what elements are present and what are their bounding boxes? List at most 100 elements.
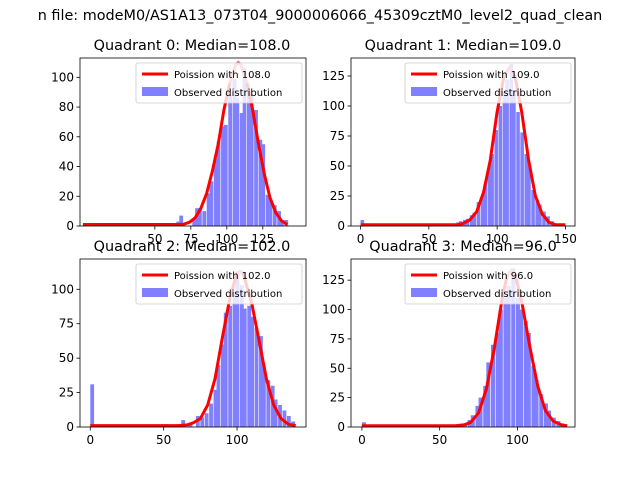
histogram-bar: [181, 420, 186, 427]
histogram-bar: [360, 220, 365, 226]
panel-2: 0 50 100 0 25 50 75 100 Poission with 102.0 Obser…: [51, 239, 307, 447]
histogram-bar: [247, 305, 252, 427]
axes-frame: [350, 57, 576, 227]
histogram-bar: [539, 394, 544, 427]
y-tick-label: 50: [330, 159, 345, 173]
y-tick-label: 40: [59, 160, 74, 174]
histogram-bar: [223, 312, 228, 427]
x-tick-label: 50: [156, 433, 171, 447]
histogram-bar: [282, 410, 287, 427]
histogram-bar: [472, 212, 477, 226]
x-tick-label: 75: [183, 232, 198, 246]
y-tick-label: 125: [322, 273, 345, 287]
histogram-bar: [209, 181, 214, 226]
y-tick-label: 80: [59, 100, 74, 114]
y-tick-label: 75: [59, 317, 74, 331]
axes-frame: [79, 258, 307, 428]
y-tick-label: 25: [330, 391, 345, 405]
x-tick-label: 0: [86, 433, 94, 447]
histogram-bar: [486, 362, 491, 427]
legend-label: Poission with 96.0: [443, 271, 533, 282]
legend: Poission with 108.0 Observed distribution: [135, 62, 303, 104]
histogram-bar: [235, 98, 240, 226]
y-tick-label: 100: [322, 303, 345, 317]
histogram-bar: [213, 389, 218, 427]
histogram-bar: [206, 193, 211, 226]
histogram-bar: [516, 112, 520, 226]
legend-box: [135, 263, 303, 305]
y-tick-label: 50: [59, 351, 74, 365]
y-tick-label: 0: [337, 420, 345, 434]
x-tick-label: 100: [486, 232, 509, 246]
histogram-bar: [502, 91, 507, 226]
panel-title: Quadrant 2: Median=102.0: [94, 239, 291, 255]
histogram-bar: [223, 124, 228, 226]
histogram-bar: [531, 365, 536, 427]
legend: Poission with 96.0 Observed distribution: [404, 263, 572, 305]
histogram-bar: [531, 190, 535, 226]
y-tick-label: 50: [330, 361, 345, 375]
legend: Poission with 109.0 Observed distribution: [404, 62, 572, 104]
panel-1: 0 50 100 150 0 25 50 75 100 125 Poission with 109.…: [322, 38, 577, 246]
histogram-bar: [272, 205, 277, 226]
histogram-bar: [523, 321, 528, 427]
x-tick-label: 0: [357, 232, 365, 246]
histogram-bar: [216, 365, 221, 427]
histogram-bar: [192, 220, 197, 226]
histogram-bar: [483, 385, 488, 427]
histogram-bar: [200, 417, 205, 427]
histogram-bar: [90, 384, 95, 427]
panel-3: 0 50 100 0 25 50 75 100 125 Poission with 96.0 Obs…: [322, 239, 576, 447]
histogram-bar: [242, 308, 247, 427]
y-tick-label: 60: [59, 130, 74, 144]
y-tick-label: 0: [337, 219, 345, 233]
legend-label: Observed distribution: [443, 289, 551, 300]
x-tick-label: 150: [554, 232, 577, 246]
legend-box: [404, 62, 572, 104]
legend-bar-swatch: [142, 288, 168, 297]
x-tick-label: 50: [421, 232, 436, 246]
histogram-bar: [495, 333, 500, 427]
histogram-bar: [494, 130, 498, 226]
histogram-bar: [266, 380, 271, 427]
histogram-bar: [261, 144, 266, 226]
y-tick-label: 0: [66, 219, 74, 233]
histogram-bar: [221, 126, 225, 226]
y-tick-label: 100: [51, 70, 74, 84]
y-tick-label: 25: [59, 386, 74, 400]
histogram-bar: [506, 286, 511, 427]
y-tick-label: 20: [59, 189, 74, 203]
y-tick-label: 125: [322, 69, 345, 83]
legend-label: Observed distribution: [443, 88, 551, 99]
histogram-bar: [228, 95, 233, 226]
x-tick-label: 50: [147, 232, 162, 246]
histogram-bar: [265, 194, 270, 226]
y-tick-label: 100: [51, 282, 74, 296]
histogram-bar: [179, 215, 184, 226]
histogram-bar: [505, 79, 509, 226]
x-tick-label: 100: [506, 433, 529, 447]
histogram-bar: [487, 166, 492, 226]
x-tick-label: 50: [432, 433, 447, 447]
histogram-bar: [250, 316, 255, 427]
histogram-bar: [512, 90, 516, 227]
histogram-bar: [511, 268, 516, 427]
histogram-bar: [547, 410, 552, 427]
histogram-bar: [480, 196, 485, 226]
histogram-bar: [543, 403, 548, 427]
legend-box: [404, 263, 572, 305]
histogram-bar: [198, 208, 202, 226]
histogram-bar: [498, 309, 503, 427]
histogram-bar: [254, 327, 259, 427]
legend-label: Observed distribution: [174, 88, 282, 99]
legend: Poission with 102.0 Observed distribution: [135, 263, 303, 305]
panel-0: 50 75 100 125 0 20 40 60 80 100 Poission with 108.…: [51, 38, 307, 246]
histogram-bar: [204, 413, 209, 427]
histogram-bar: [469, 215, 474, 226]
histogram-bar: [213, 159, 218, 226]
x-tick-label: 100: [215, 232, 238, 246]
histogram-bar: [209, 403, 213, 427]
y-tick-label: 75: [330, 129, 345, 143]
y-tick-label: 0: [66, 420, 74, 434]
panel-title: Quadrant 0: Median=108.0: [94, 38, 291, 54]
